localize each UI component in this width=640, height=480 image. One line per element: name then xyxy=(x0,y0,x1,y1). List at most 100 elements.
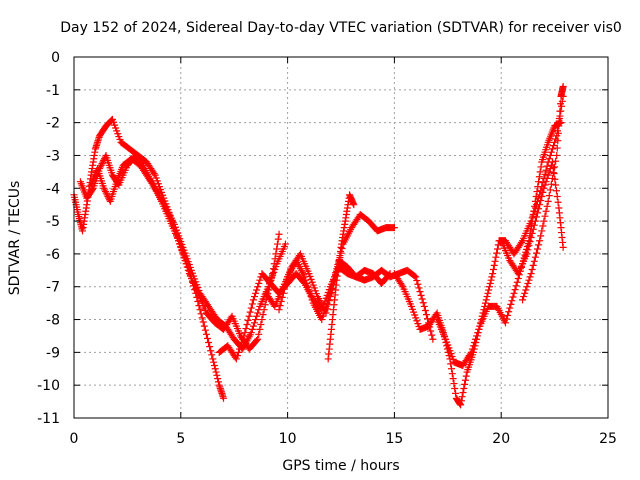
data-point xyxy=(471,339,478,347)
data-point xyxy=(538,192,546,200)
data-point xyxy=(261,301,269,309)
x-tick-label: 5 xyxy=(176,431,185,447)
data-point xyxy=(519,296,527,304)
data-point xyxy=(150,170,158,178)
data-point xyxy=(550,142,558,150)
data-point xyxy=(326,289,334,297)
data-point xyxy=(553,192,561,200)
data-point xyxy=(525,242,533,250)
data-point xyxy=(541,181,549,189)
data-point xyxy=(208,351,216,359)
data-point xyxy=(554,198,562,206)
data-point xyxy=(258,316,266,324)
data-point xyxy=(254,335,262,343)
data-point xyxy=(210,361,218,369)
data-point xyxy=(535,173,543,181)
data-point xyxy=(247,329,255,337)
data-point xyxy=(526,273,534,281)
data-point xyxy=(255,330,263,338)
data-point xyxy=(530,257,538,265)
data-point xyxy=(481,299,489,307)
data-point xyxy=(333,265,341,273)
data-point xyxy=(419,299,427,307)
data-point xyxy=(536,201,544,209)
data-point xyxy=(489,270,497,278)
data-point xyxy=(308,296,316,304)
data-point xyxy=(417,291,425,299)
data-point xyxy=(517,238,525,246)
data-point xyxy=(523,250,531,258)
data-point xyxy=(543,202,551,210)
data-point xyxy=(253,312,261,320)
data-point xyxy=(206,343,214,351)
data-point xyxy=(424,315,432,323)
data-point xyxy=(323,299,331,307)
data-point xyxy=(530,207,538,215)
data-point xyxy=(236,345,244,353)
series-5 xyxy=(262,211,398,317)
data-point xyxy=(255,306,263,314)
y-tick-label: -4 xyxy=(46,181,60,197)
data-point xyxy=(205,339,213,347)
y-tick-label: -1 xyxy=(46,83,60,99)
data-point xyxy=(418,295,426,303)
data-point xyxy=(522,286,530,294)
data-point xyxy=(238,339,246,347)
data-point xyxy=(209,355,217,363)
data-point xyxy=(524,279,532,287)
data-point xyxy=(252,289,260,297)
data-point xyxy=(253,286,261,294)
data-point xyxy=(531,217,539,225)
data-point xyxy=(281,240,289,248)
data-point xyxy=(427,327,435,335)
data-point xyxy=(457,397,465,405)
data-point xyxy=(503,315,511,323)
data-point xyxy=(504,311,512,319)
data-point xyxy=(483,293,491,301)
data-point xyxy=(102,188,110,196)
data-point xyxy=(523,283,531,291)
data-point xyxy=(249,322,257,330)
data-point xyxy=(278,293,286,301)
data-point xyxy=(468,345,476,353)
data-point xyxy=(552,157,560,165)
data-point xyxy=(420,302,428,310)
axis-ticks: 0 5 10 15 20 25 0 -1 -2 -3 -4 -5 -6 -7 -8 -9 -10 -11 xyxy=(37,50,617,447)
data-point xyxy=(457,401,465,409)
data-point xyxy=(531,197,539,205)
data-point xyxy=(232,355,240,363)
data-point xyxy=(324,296,332,304)
data-point xyxy=(193,293,201,301)
data-point xyxy=(306,289,314,297)
data-point xyxy=(554,137,562,145)
data-point xyxy=(197,310,205,318)
data-point xyxy=(505,308,513,316)
data-point xyxy=(529,261,537,269)
data-point xyxy=(196,306,204,314)
data-point xyxy=(537,232,545,240)
data-point xyxy=(248,325,256,333)
data-point xyxy=(528,229,536,237)
data-point xyxy=(537,197,545,205)
data-point xyxy=(428,331,436,339)
data-point xyxy=(195,302,203,310)
data-point xyxy=(322,302,330,310)
data-point xyxy=(488,273,496,281)
x-tick-label: 10 xyxy=(279,431,297,447)
data-point xyxy=(398,281,406,289)
data-point xyxy=(244,316,252,324)
series-2 xyxy=(76,151,228,402)
y-tick-label: -7 xyxy=(46,280,60,296)
plot-frame xyxy=(73,56,609,419)
series-11 xyxy=(519,83,567,304)
data-point xyxy=(489,265,497,273)
y-tick-label: 0 xyxy=(51,50,60,66)
data-point xyxy=(545,168,553,176)
data-point xyxy=(529,212,537,220)
data-point xyxy=(240,332,248,340)
data-point xyxy=(320,309,328,317)
data-point xyxy=(485,286,493,294)
data-point xyxy=(525,276,533,284)
data-point xyxy=(411,272,419,280)
data-point xyxy=(448,365,456,373)
